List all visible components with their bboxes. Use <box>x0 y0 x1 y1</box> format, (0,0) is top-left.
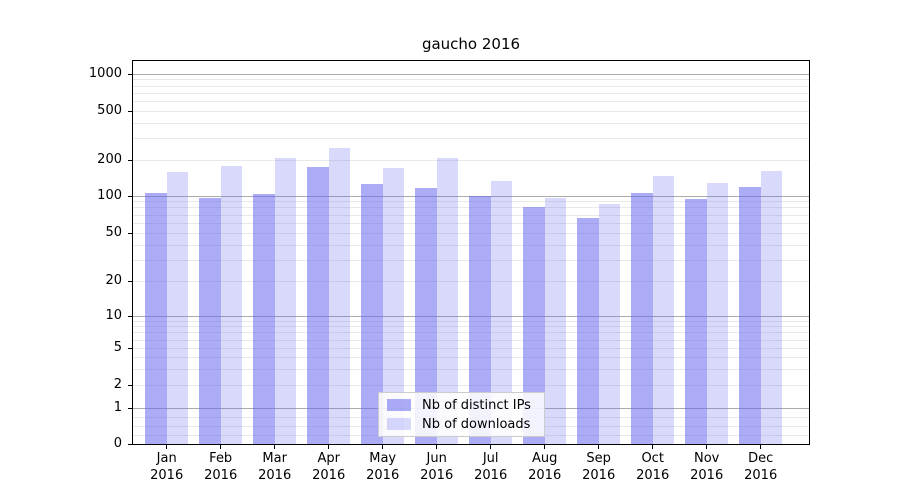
x-tick-mark <box>274 445 276 449</box>
bar-mar-downloads <box>274 157 297 444</box>
bar-jul-downloads <box>490 181 513 444</box>
bar-apr-downloads <box>328 147 351 444</box>
bar-sep-downloads <box>598 204 621 444</box>
gridline-major-1000 <box>133 73 809 75</box>
gridline-minor <box>133 92 809 94</box>
bar-jul-distinct-ips <box>468 196 491 444</box>
y-tick-mark <box>128 444 133 445</box>
x-tick-mark <box>220 445 222 449</box>
gridline-minor <box>133 79 809 81</box>
x-tick-label-dec: Dec 2016 <box>744 451 778 483</box>
bar-dec-downloads <box>760 171 783 444</box>
x-tick-mark <box>760 445 762 449</box>
y-tick-mark <box>128 195 133 197</box>
bar-oct-downloads <box>652 176 675 444</box>
x-tick-mark <box>544 445 546 449</box>
y-tick-label-500: 500 <box>97 103 122 118</box>
x-tick-label-oct: Oct 2016 <box>636 451 670 483</box>
y-tick-label-2: 2 <box>113 377 122 392</box>
bar-jan-distinct-ips <box>144 193 167 444</box>
y-tick-mark <box>128 160 133 161</box>
legend-label-distinct-ips: Nb of distinct IPs <box>422 397 531 413</box>
x-tick-mark <box>706 445 708 449</box>
gridline-minor <box>133 111 809 112</box>
bar-may-distinct-ips <box>360 184 383 444</box>
bar-aug-downloads <box>544 197 567 444</box>
x-tick-label-apr: Apr 2016 <box>312 451 346 483</box>
bar-jun-distinct-ips <box>414 188 437 444</box>
x-tick-label-nov: Nov 2016 <box>690 451 724 483</box>
y-tick-label-5: 5 <box>113 340 122 355</box>
gridline-minor <box>133 85 809 87</box>
y-tick-label-50: 50 <box>105 224 122 240</box>
x-tick-mark <box>436 445 438 449</box>
bar-sep-distinct-ips <box>576 217 599 444</box>
bar-mar-distinct-ips <box>252 194 275 444</box>
chart-title: gaucho 2016 <box>421 35 521 53</box>
y-tick-label-1000: 1000 <box>88 65 122 81</box>
x-tick-mark <box>382 445 384 449</box>
y-tick-mark <box>128 385 133 386</box>
y-tick-label-10: 10 <box>105 308 122 323</box>
bar-oct-distinct-ips <box>630 193 653 444</box>
y-tick-mark <box>128 408 133 409</box>
x-tick-mark <box>328 445 330 449</box>
x-tick-label-feb: Feb 2016 <box>204 451 238 483</box>
legend-swatch-distinct-ips <box>387 399 411 411</box>
y-tick-mark <box>128 348 133 349</box>
y-tick-mark <box>128 111 133 112</box>
x-tick-mark <box>652 445 654 449</box>
x-tick-label-jul: Jul 2016 <box>474 451 508 483</box>
x-tick-mark <box>166 445 168 449</box>
y-tick-label-200: 200 <box>97 152 122 167</box>
x-tick-mark <box>490 445 492 449</box>
y-tick-label-0: 0 <box>113 436 122 451</box>
x-tick-label-jan: Jan 2016 <box>150 451 184 483</box>
bar-nov-downloads <box>706 182 729 444</box>
gridline-minor <box>133 101 809 103</box>
bar-feb-downloads <box>220 165 243 444</box>
y-tick-mark <box>128 316 133 317</box>
gridline-minor <box>133 122 809 124</box>
y-tick-mark <box>128 281 133 283</box>
y-tick-mark <box>128 73 133 75</box>
x-tick-label-mar: Mar 2016 <box>258 451 292 483</box>
y-tick-label-100: 100 <box>97 187 122 203</box>
bar-nov-distinct-ips <box>684 198 707 444</box>
bar-may-downloads <box>382 167 405 444</box>
legend: Nb of distinct IPs Nb of downloads <box>378 392 545 437</box>
plot-area <box>132 60 810 445</box>
y-tick-mark <box>128 232 133 234</box>
bar-jan-downloads <box>166 172 189 444</box>
bar-apr-distinct-ips <box>306 167 329 444</box>
x-tick-label-may: May 2016 <box>366 451 400 483</box>
bar-aug-distinct-ips <box>522 206 545 444</box>
x-tick-label-jun: Jun 2016 <box>420 451 454 483</box>
x-tick-label-aug: Aug 2016 <box>528 451 562 483</box>
legend-item-distinct-ips: Nb of distinct IPs <box>379 398 544 413</box>
gridline-major-100 <box>133 195 809 197</box>
y-tick-label-20: 20 <box>105 273 122 289</box>
bar-jun-downloads <box>436 158 459 444</box>
legend-swatch-downloads <box>387 418 411 430</box>
x-tick-label-sep: Sep 2016 <box>582 451 616 483</box>
gridline-minor <box>133 160 809 161</box>
x-tick-mark <box>598 445 600 449</box>
legend-label-downloads: Nb of downloads <box>422 416 531 432</box>
legend-item-downloads: Nb of downloads <box>379 417 544 432</box>
bar-dec-distinct-ips <box>738 187 761 444</box>
gridline-minor <box>133 138 809 140</box>
y-tick-label-1: 1 <box>113 400 122 415</box>
bar-feb-distinct-ips <box>198 198 221 444</box>
